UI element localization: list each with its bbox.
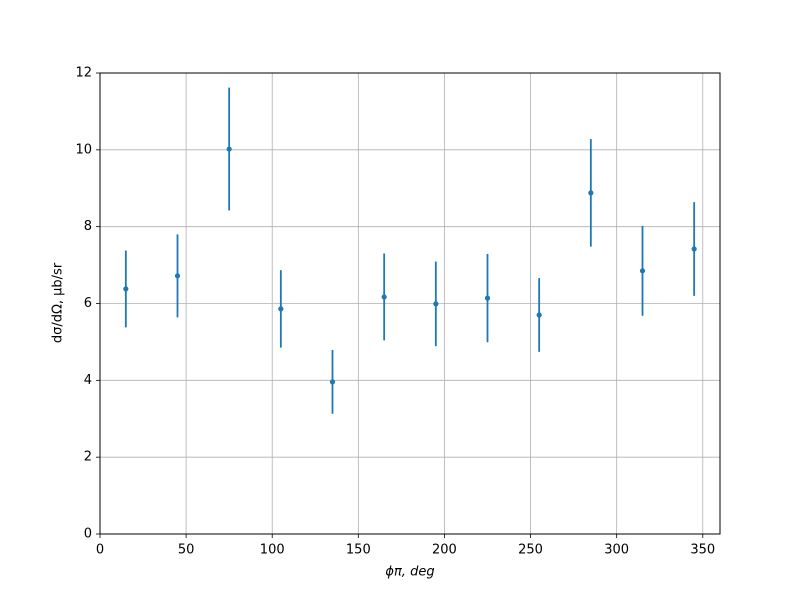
x-tick-label: 250: [518, 543, 543, 558]
data-point: [329, 379, 336, 385]
y-axis-label: dσ/dΩ, μb/sr: [51, 262, 66, 343]
y-tick-label: 0: [84, 527, 92, 542]
data-point: [226, 146, 232, 152]
y-tick-label: 12: [75, 66, 92, 81]
plot-frame: [99, 72, 721, 535]
x-tick-label: 150: [346, 543, 371, 558]
data-point: [381, 294, 387, 300]
x-tick-label: 0: [96, 543, 104, 558]
y-tick-label: 10: [75, 142, 92, 157]
x-tick-label: 100: [260, 543, 285, 558]
y-tick-label: 8: [84, 219, 92, 234]
y-tick-label: 2: [84, 450, 92, 465]
data-point: [691, 246, 697, 252]
y-tick-label: 4: [84, 373, 92, 388]
x-axis-label: ϕπ, deg: [385, 565, 434, 580]
data-point: [433, 301, 439, 307]
x-tick-label: 50: [178, 543, 195, 558]
data-point: [639, 268, 646, 274]
x-tick-label: 300: [604, 543, 629, 558]
x-tick-label: 200: [432, 543, 457, 558]
y-tick-label: 6: [84, 296, 92, 311]
data-point: [123, 286, 129, 292]
data-point: [536, 312, 542, 318]
x-tick-label: 350: [690, 543, 715, 558]
data-point: [484, 295, 491, 301]
data-point: [174, 273, 181, 279]
data-point: [278, 306, 284, 312]
data-point: [588, 190, 594, 196]
